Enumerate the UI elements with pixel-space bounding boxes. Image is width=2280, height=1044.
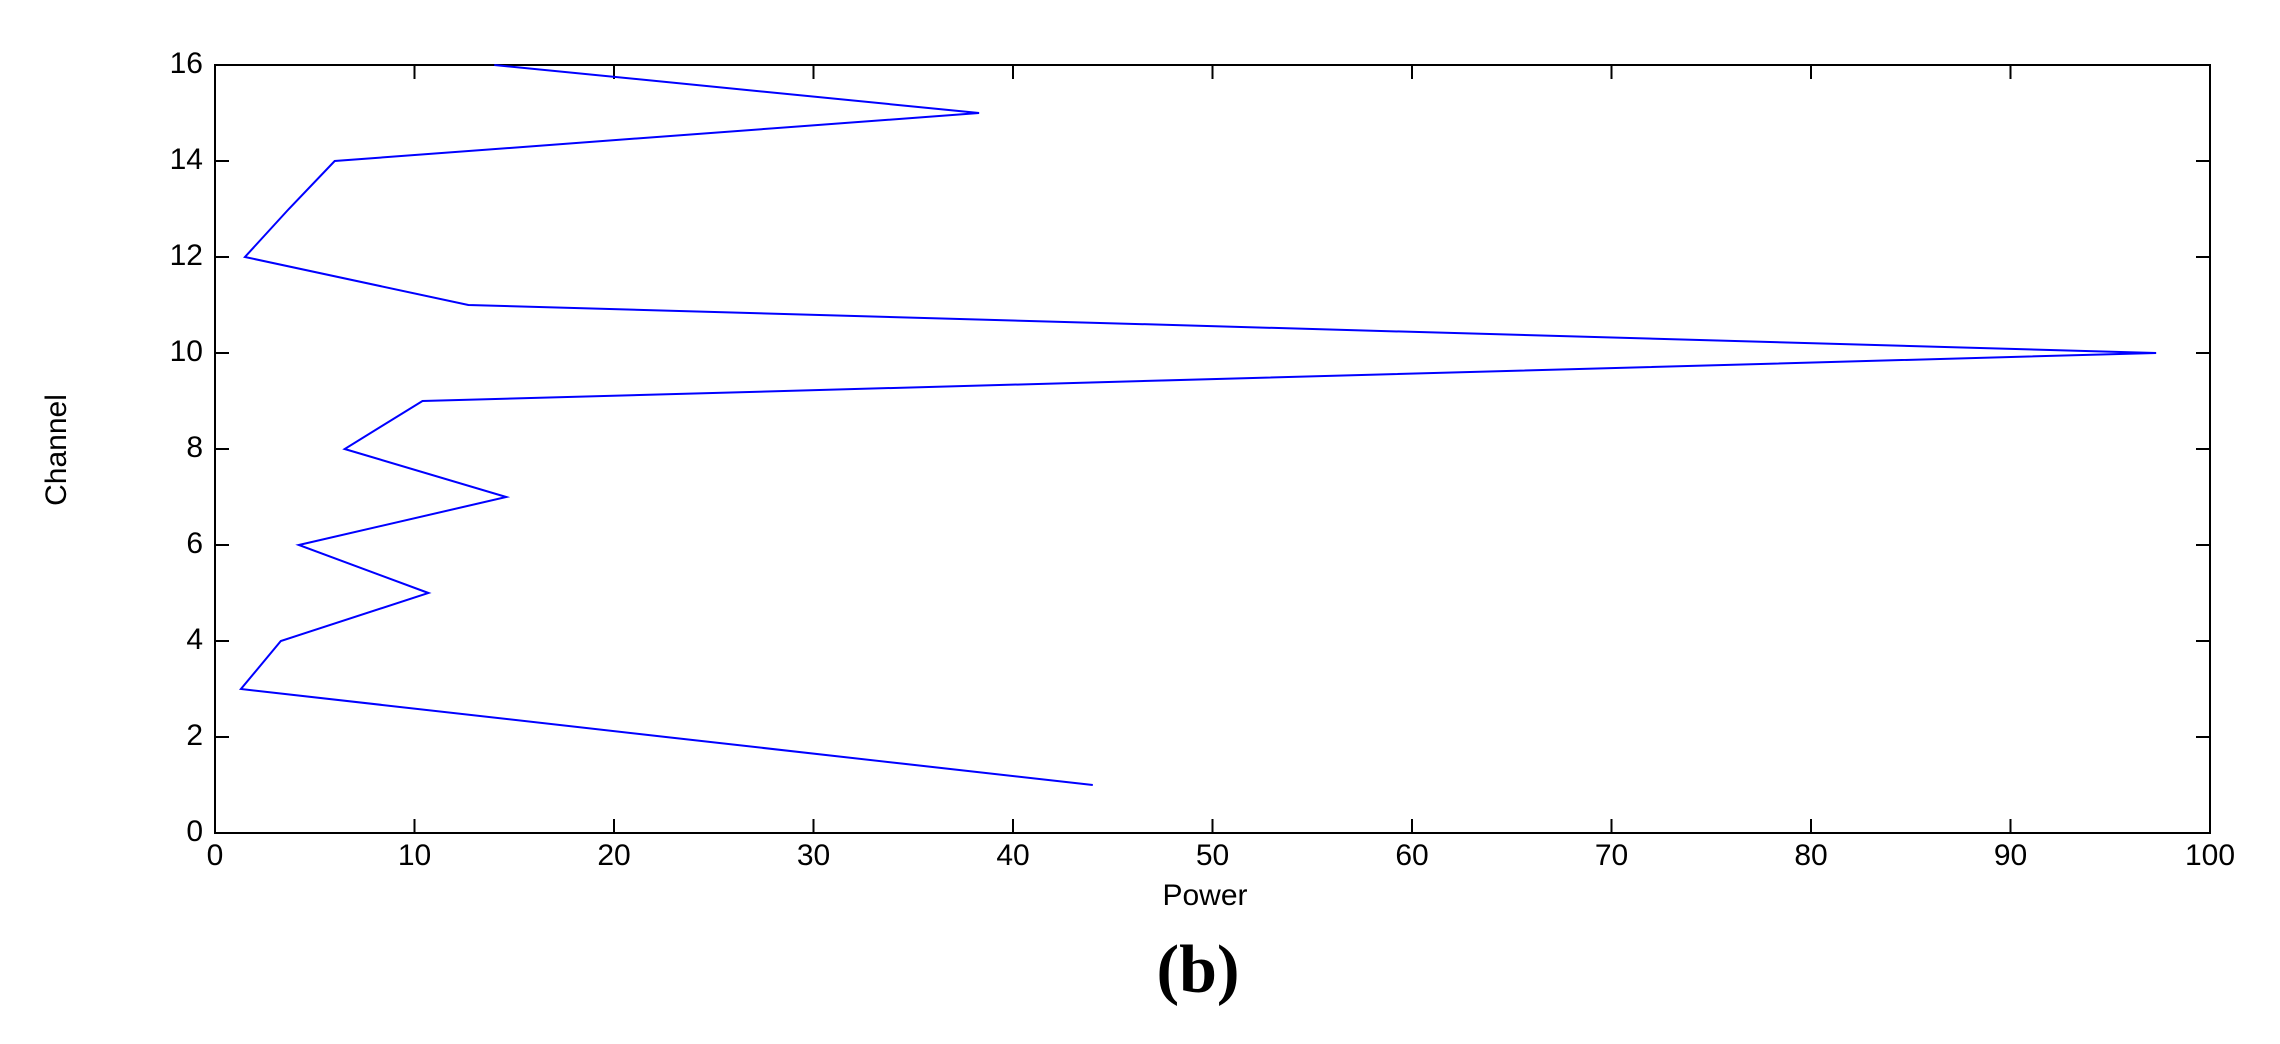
y-tick-label: 2: [186, 719, 203, 752]
x-tick-label: 100: [2185, 839, 2235, 872]
y-tick-label: 4: [186, 623, 203, 656]
x-tick-label: 80: [1794, 839, 1827, 872]
y-tick-label: 14: [170, 143, 203, 176]
caption: (b): [1156, 931, 1239, 1007]
y-tick-label: 12: [170, 239, 203, 272]
y-tick-label: 0: [186, 815, 203, 848]
x-tick-label: 0: [207, 839, 224, 872]
y-tick-label: 16: [170, 47, 203, 80]
plot-frame: [214, 64, 2211, 834]
x-tick-label: 60: [1395, 839, 1428, 872]
x-tick-label: 50: [1196, 839, 1229, 872]
y-tick-label: 8: [186, 431, 203, 464]
y-tick-label: 6: [186, 527, 203, 560]
x-tick-label: 10: [398, 839, 431, 872]
x-tick-label: 90: [1994, 839, 2027, 872]
x-tick-label: 70: [1595, 839, 1628, 872]
y-axis-label: Channel: [40, 394, 73, 506]
x-axis-label: Power: [1162, 879, 1247, 912]
y-tick-label: 10: [170, 335, 203, 368]
x-tick-label: 40: [996, 839, 1029, 872]
x-tick-label: 30: [797, 839, 830, 872]
x-tick-label: 20: [597, 839, 630, 872]
data-line: [238, 64, 2157, 786]
